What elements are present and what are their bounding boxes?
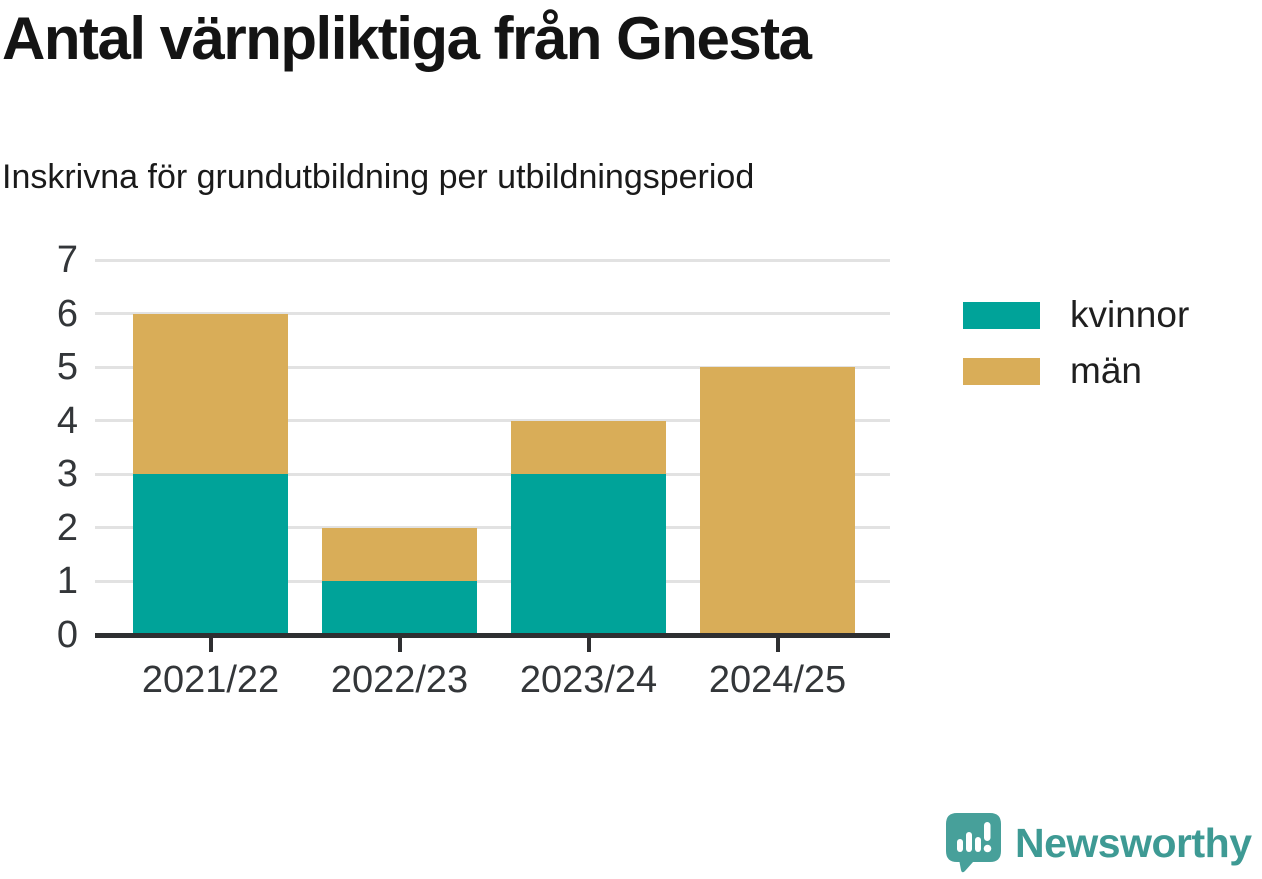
- brand-name: Newsworthy: [1015, 819, 1252, 866]
- bar-segment-kvinnor-2023/24: [511, 474, 666, 635]
- x-tick-label-2024/25: 2024/25: [708, 659, 847, 701]
- y-tick-label-5: 5: [56, 346, 78, 389]
- x-tick-label-2023/24: 2023/24: [519, 659, 658, 701]
- legend-swatch-män: [963, 357, 1040, 385]
- legend-label-män: män: [1070, 350, 1142, 391]
- y-tick-label-2: 2: [56, 506, 78, 549]
- bar-segment-män-2024/25: [700, 367, 855, 635]
- legend-label-kvinnor: kvinnor: [1070, 294, 1190, 335]
- newsworthy-bubble-icon: [946, 813, 1001, 873]
- x-axis-tick-2021/22: [208, 638, 213, 652]
- x-tick-label-2022/23: 2022/23: [330, 659, 469, 701]
- bar-segment-män-2021/22: [133, 313, 288, 475]
- bar-segment-kvinnor-2022/23: [322, 581, 477, 635]
- chart-subtitle: Inskrivna för grundutbildning per utbild…: [2, 158, 755, 196]
- gridline-y1: [95, 579, 890, 583]
- y-tick-label-0: 0: [56, 614, 78, 656]
- x-tick-label-2021/22: 2021/22: [141, 659, 280, 701]
- x-axis-tick-2024/25: [775, 638, 780, 652]
- legend-item-män: män: [963, 348, 1189, 394]
- bar-segment-kvinnor-2021/22: [133, 474, 288, 635]
- y-tick-label-1: 1: [56, 560, 78, 603]
- x-axis-tick-2023/24: [586, 638, 591, 652]
- legend: kvinnor män: [963, 292, 1189, 404]
- gridline-y5: [95, 365, 890, 369]
- gridline-y4: [95, 419, 890, 423]
- x-axis-line: [95, 633, 890, 638]
- chart-title: Antal värnpliktiga från Gnesta: [2, 5, 812, 72]
- gridline-y7: [95, 258, 890, 262]
- bar-segment-män-2023/24: [511, 420, 666, 475]
- y-tick-label-7: 7: [56, 239, 78, 281]
- gridline-y2: [95, 526, 890, 530]
- x-axis-tick-2022/23: [397, 638, 402, 652]
- y-tick-label-3: 3: [56, 453, 78, 496]
- bar-segment-män-2022/23: [322, 527, 477, 582]
- legend-swatch-kvinnor: [963, 301, 1040, 329]
- gridline-y6: [95, 312, 890, 316]
- gridline-y3: [95, 472, 890, 476]
- brand-logo: Newsworthy: [945, 812, 1252, 874]
- y-tick-label-4: 4: [56, 399, 78, 442]
- legend-item-kvinnor: kvinnor: [963, 292, 1189, 338]
- y-tick-label-6: 6: [56, 292, 78, 335]
